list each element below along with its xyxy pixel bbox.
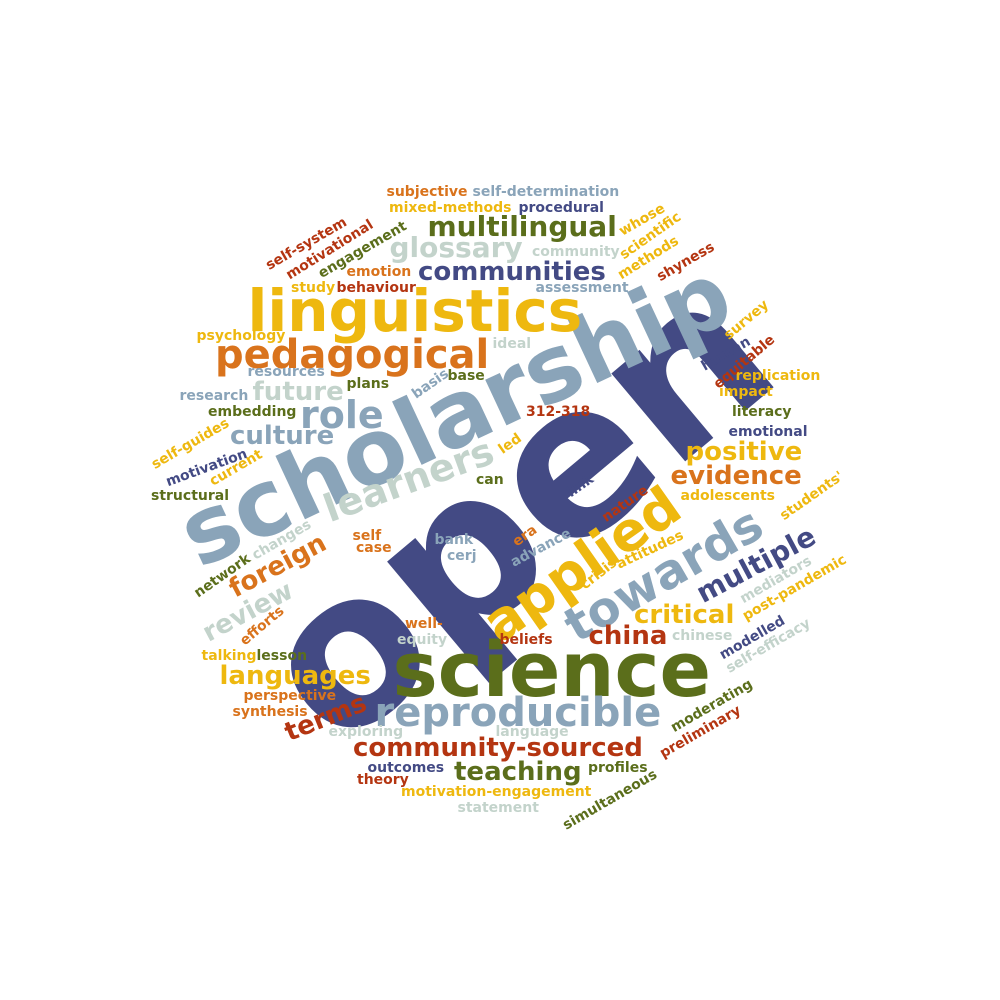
word-behaviour: behaviour [336, 280, 416, 296]
word-plans: plans [346, 376, 390, 392]
word-chinese: chinese [672, 628, 733, 644]
word-bank: bank [434, 532, 474, 548]
word-cerj: cerj [447, 548, 477, 564]
word-glossary: glossary [389, 231, 523, 264]
word-structural: structural [151, 488, 230, 504]
word-ideal: ideal [492, 336, 532, 352]
word-study: study [291, 280, 336, 296]
word-perspective: perspective [243, 688, 337, 704]
word-equity: equity [397, 632, 448, 648]
word-pedagogical: pedagogical [215, 332, 490, 378]
word-emotion: emotion [346, 264, 412, 280]
word-case: case [356, 540, 392, 556]
word-self: self [352, 528, 382, 544]
word-subjective: subjective [386, 184, 468, 200]
word-role: role [300, 393, 384, 437]
word-language: language [495, 724, 569, 740]
word-theory: theory [357, 772, 409, 788]
word-assessment: assessment [535, 280, 629, 296]
word-synthesis: synthesis [232, 704, 308, 720]
word-science: science [392, 625, 712, 714]
word-evidence: evidence [670, 461, 802, 491]
word-lesson: lesson [256, 648, 308, 664]
word-can: can [476, 472, 504, 488]
word-languages: languages [219, 661, 371, 691]
word-emotional: emotional [728, 424, 808, 440]
word-research: research [179, 388, 249, 404]
word-psychology: psychology [196, 328, 286, 344]
word-mixed-methods: mixed-methods [389, 200, 512, 216]
word-community: community [532, 244, 620, 260]
word-replication: replication [735, 368, 821, 384]
word-reproducible: reproducible [374, 690, 662, 736]
word-communities: communities [418, 257, 606, 287]
word-culture: culture [230, 421, 335, 451]
word-china: china [588, 621, 668, 651]
word-profiles: profiles [588, 760, 648, 776]
word-resources: resources [247, 364, 325, 380]
word-impact: impact [719, 384, 773, 400]
word-critical: critical [634, 600, 735, 630]
word-312-318: 312-318 [526, 404, 591, 420]
word-exploring: exploring [328, 724, 404, 740]
word-linguistics: linguistics [247, 277, 583, 345]
word-community-sourced: community-sourced [353, 733, 643, 763]
word-literacy: literacy [732, 404, 792, 420]
word-embedding: embedding [208, 404, 297, 420]
word-procedural: procedural [518, 200, 604, 216]
word-well: well- [405, 616, 443, 632]
word-outcomes: outcomes [367, 760, 445, 776]
word-self-determination: self-determination [472, 184, 620, 200]
word-future: future [252, 377, 344, 407]
word-statement: statement [457, 800, 539, 816]
word-base: base [447, 368, 485, 384]
word-adolescents: adolescents [680, 488, 776, 504]
word-teaching: teaching [454, 757, 582, 787]
word-talking: talking [201, 648, 257, 664]
word-multilingual: multilingual [427, 210, 617, 243]
word-beliefs: beliefs [499, 632, 553, 648]
word-motivation-engagement: motivation-engagement [401, 784, 592, 800]
word-positive: positive [685, 437, 803, 467]
